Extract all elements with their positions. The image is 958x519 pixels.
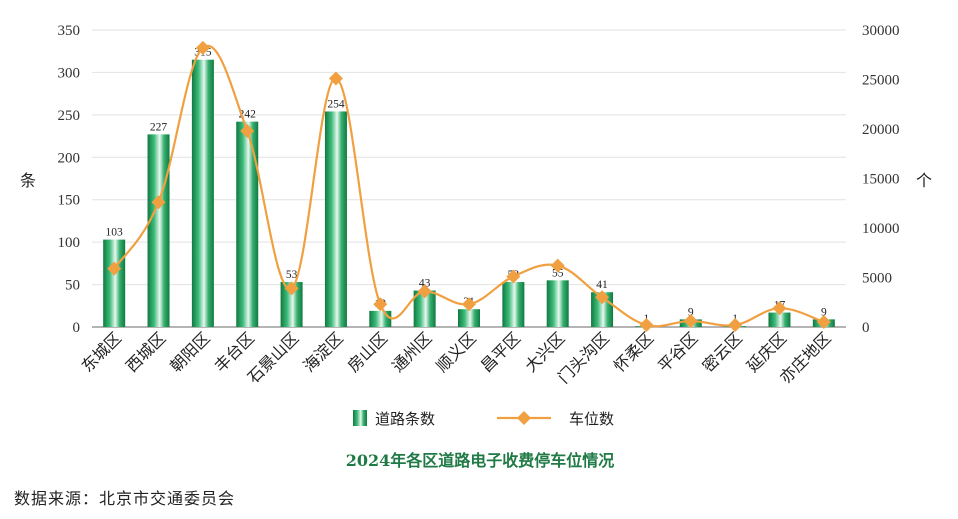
gridlines bbox=[92, 29, 846, 328]
x-category-label: 通州区 bbox=[388, 328, 435, 375]
line-marker bbox=[195, 40, 210, 55]
y-right-tick-label: 30000 bbox=[862, 23, 900, 39]
y-right-tick-label: 15000 bbox=[862, 172, 900, 188]
x-category-label: 密云区 bbox=[699, 328, 746, 375]
bar-data-label: 53 bbox=[286, 269, 298, 281]
y-right-tick-label: 5000 bbox=[862, 271, 892, 287]
x-category-label: 东城区 bbox=[78, 328, 125, 375]
y-left-tick-label: 50 bbox=[65, 278, 80, 294]
bar bbox=[103, 239, 126, 327]
bar bbox=[546, 280, 569, 327]
x-category-label: 海淀区 bbox=[299, 328, 346, 375]
bar bbox=[502, 282, 525, 327]
bar bbox=[369, 310, 392, 327]
line-marker bbox=[728, 318, 743, 333]
x-category-label: 怀柔区 bbox=[610, 328, 657, 375]
y-left-tick-label: 300 bbox=[58, 65, 81, 81]
line-marker bbox=[683, 314, 698, 329]
legend-bar-swatch bbox=[353, 410, 367, 426]
line-marker bbox=[373, 297, 388, 312]
line-marker bbox=[107, 261, 122, 276]
x-category-label: 朝阳区 bbox=[166, 328, 213, 375]
y-right-tick-label: 0 bbox=[862, 320, 870, 336]
x-category-label: 平谷区 bbox=[654, 328, 701, 375]
y-left-tick-label: 350 bbox=[58, 23, 81, 39]
bar bbox=[236, 121, 259, 327]
source-note: 数据来源：北京市交通委员会 bbox=[14, 489, 236, 508]
bar bbox=[458, 309, 480, 327]
legend-line-marker bbox=[517, 411, 531, 425]
line-marker bbox=[816, 315, 831, 330]
y-left-tick-label: 0 bbox=[73, 320, 81, 336]
bar-data-label: 55 bbox=[552, 267, 564, 279]
bar-series: 10322731524253254194321535541191179 bbox=[103, 47, 835, 327]
x-category-label: 西城区 bbox=[122, 328, 169, 375]
bar-data-label: 103 bbox=[106, 227, 124, 239]
line-marker bbox=[595, 290, 610, 305]
x-category-label: 房山区 bbox=[344, 328, 391, 375]
y-right-axis-label: 个 bbox=[916, 171, 932, 190]
bar bbox=[280, 282, 303, 327]
y-left-tick-label: 100 bbox=[58, 235, 81, 251]
line-marker bbox=[550, 258, 565, 273]
y-left-axis-label: 条 bbox=[20, 171, 36, 190]
bar-data-label: 9 bbox=[821, 306, 827, 318]
y-right-tick-label: 20000 bbox=[862, 122, 900, 138]
y-left-tick-label: 200 bbox=[58, 150, 81, 166]
legend-line-label: 车位数 bbox=[569, 410, 614, 428]
line-marker bbox=[506, 269, 521, 284]
legend-bar-label: 道路条数 bbox=[375, 410, 435, 428]
y-right-tick-label: 25000 bbox=[862, 73, 900, 89]
bar-data-label: 43 bbox=[419, 278, 431, 290]
bar-data-label: 254 bbox=[327, 98, 345, 110]
y-left-tick-label: 150 bbox=[58, 193, 81, 209]
chart-title: 2024年各区道路电子收费停车位情况 bbox=[346, 451, 615, 470]
line-marker bbox=[151, 195, 166, 210]
bar bbox=[324, 111, 347, 327]
y-right-tick-label: 10000 bbox=[862, 221, 900, 237]
x-category-label: 昌平区 bbox=[477, 328, 524, 375]
bar bbox=[413, 290, 436, 327]
legend: 道路条数 车位数 bbox=[353, 410, 614, 428]
bar bbox=[191, 59, 214, 327]
line-marker bbox=[328, 71, 343, 86]
line-path bbox=[113, 44, 825, 328]
line-marker bbox=[417, 284, 432, 299]
bar bbox=[147, 134, 170, 327]
y-left-tick-label: 250 bbox=[58, 108, 81, 124]
chart: 10322731524253254194321535541191179 0501… bbox=[20, 23, 932, 470]
bar bbox=[768, 312, 791, 327]
line-marker bbox=[772, 301, 787, 316]
line-marker bbox=[240, 123, 255, 138]
x-category-label: 顺义区 bbox=[432, 328, 479, 375]
line-series bbox=[107, 40, 831, 333]
line-marker bbox=[284, 281, 299, 296]
bar-data-label: 9 bbox=[688, 306, 694, 318]
line-marker bbox=[639, 318, 654, 333]
line-marker bbox=[462, 297, 476, 312]
bar-data-label: 41 bbox=[596, 279, 608, 291]
bar-data-label: 227 bbox=[150, 121, 168, 133]
